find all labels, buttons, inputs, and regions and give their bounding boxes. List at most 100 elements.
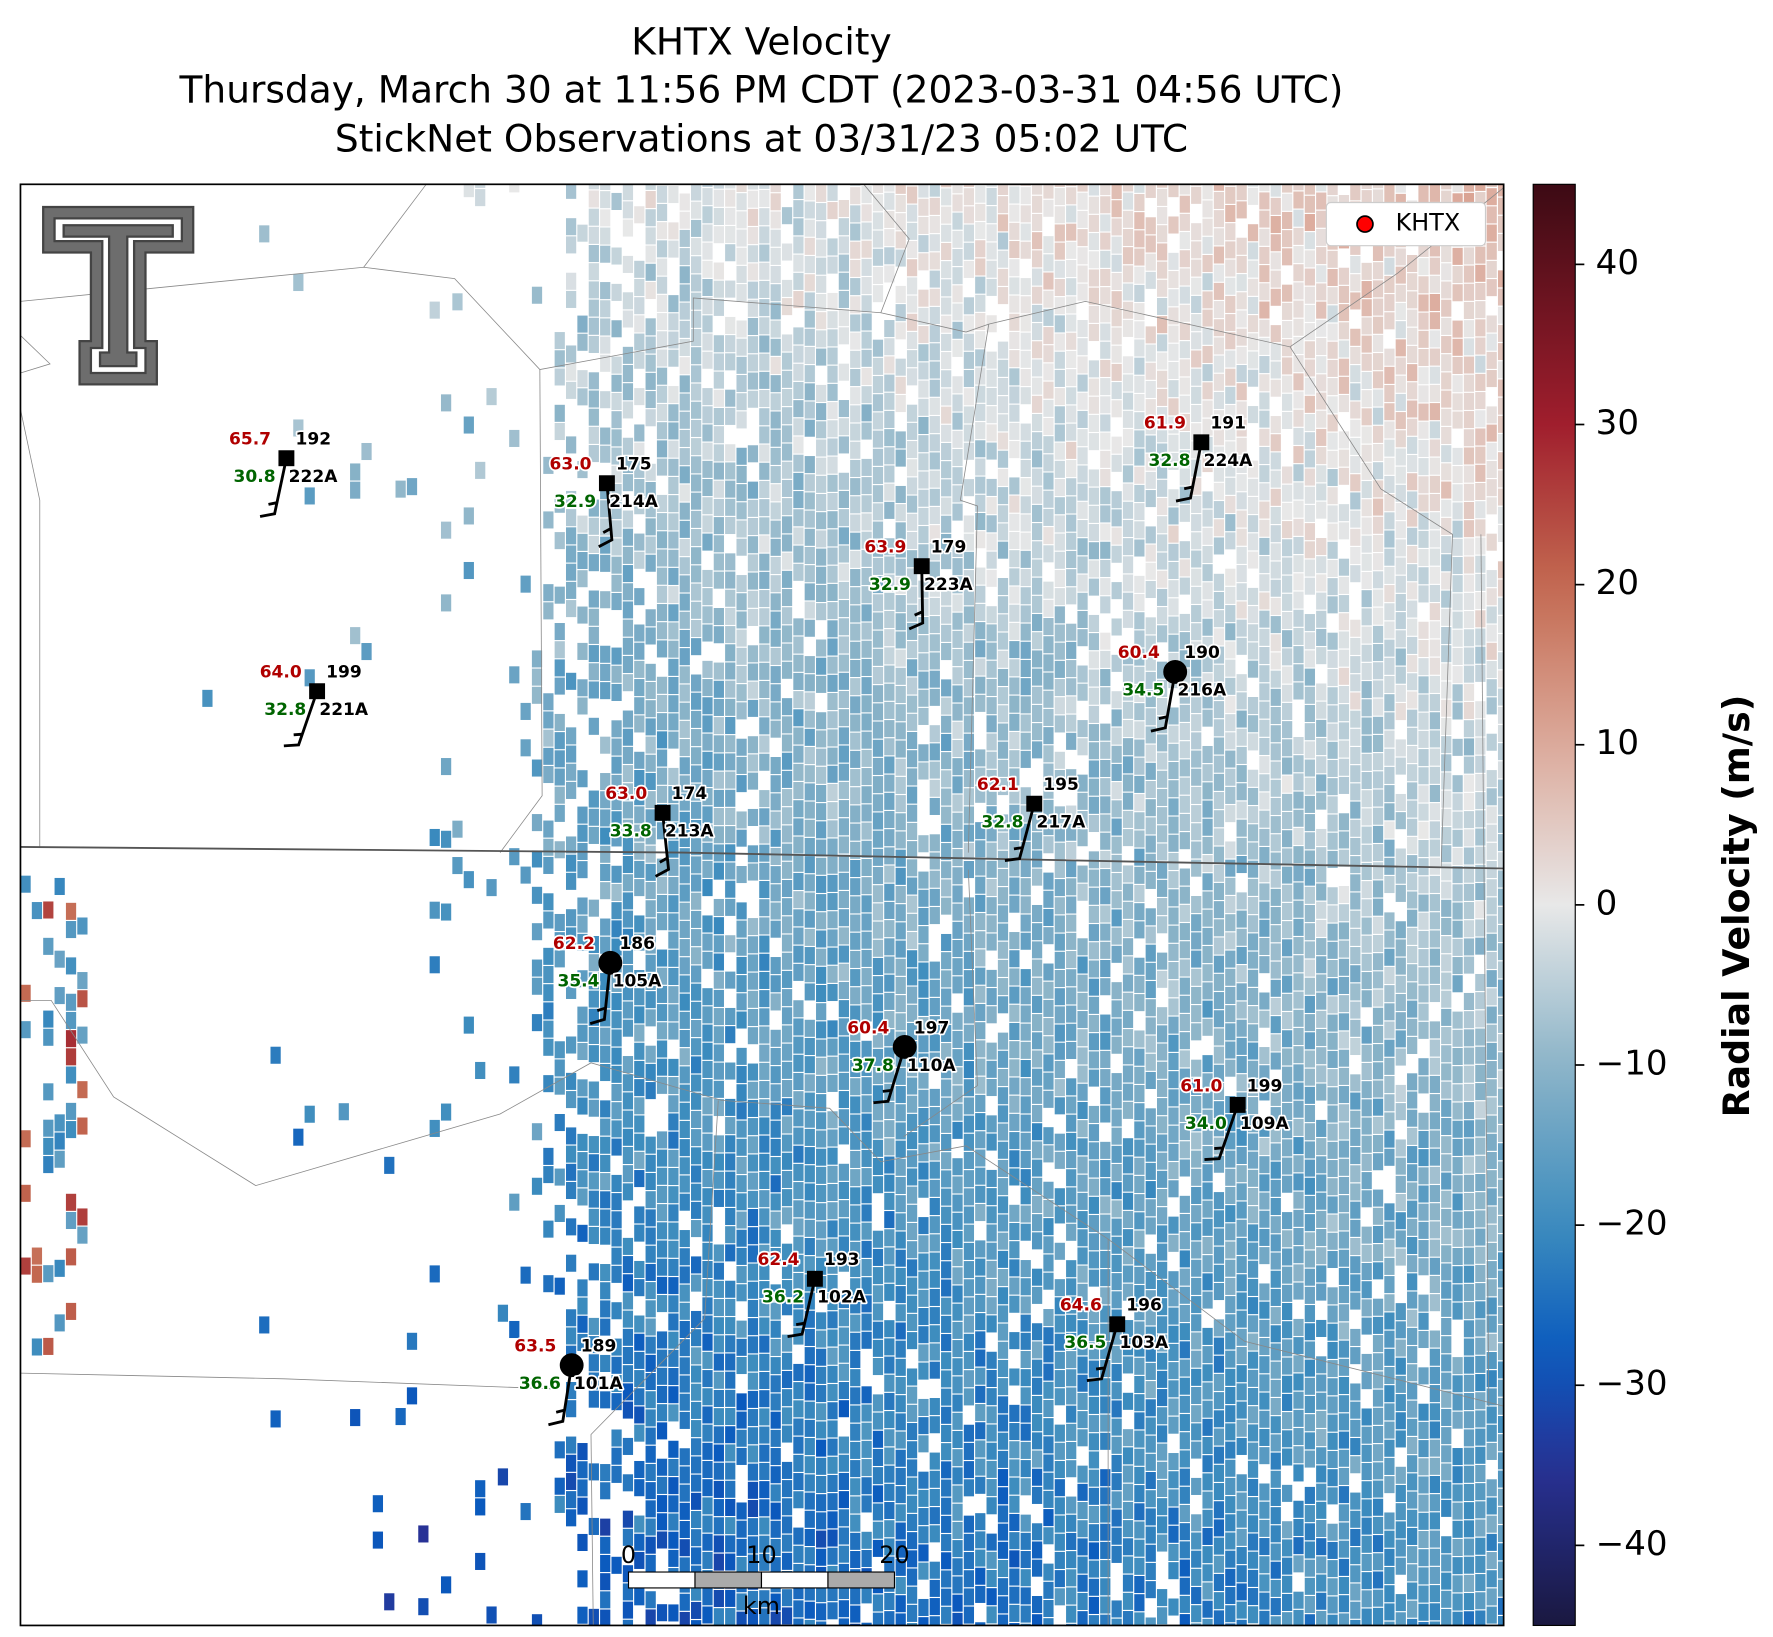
radar-gate <box>1111 982 1122 1000</box>
radar-gate <box>781 1152 793 1170</box>
radar-gate <box>895 631 906 649</box>
radar-gate <box>1168 184 1179 198</box>
radar-gate <box>759 1244 770 1262</box>
radar-gate <box>600 682 611 700</box>
radar-gate <box>1077 1502 1088 1520</box>
radar-gate <box>1156 184 1168 188</box>
radar-gate <box>713 1499 724 1517</box>
radar-gate <box>656 876 668 894</box>
radar-gate <box>1122 1283 1134 1301</box>
radar-gate <box>600 1027 611 1045</box>
radar-gate <box>668 458 679 476</box>
radar-gate <box>634 806 645 824</box>
radar-gate <box>838 600 849 618</box>
radar-gate <box>1054 188 1065 206</box>
radar-gate <box>963 606 975 624</box>
radar-gate <box>1111 454 1122 472</box>
radar-gate <box>1134 1485 1145 1503</box>
radar-gate <box>1100 414 1111 432</box>
radar-gate <box>1270 652 1281 670</box>
radar-gate <box>725 771 736 789</box>
radar-gate <box>1088 924 1100 942</box>
radar-gate <box>1191 259 1202 277</box>
radar-gate <box>952 758 963 776</box>
radar-gate <box>1202 1582 1213 1600</box>
radar-gate <box>725 571 736 589</box>
radar-gate <box>906 713 918 731</box>
radar-gate <box>634 1060 645 1078</box>
radar-gate <box>861 604 872 622</box>
radar-gate <box>1247 1478 1259 1496</box>
radar-gate <box>645 391 656 409</box>
radar-gate <box>963 970 975 988</box>
radar-gate <box>645 991 656 1009</box>
radar-gate <box>1213 482 1225 500</box>
radar-gate <box>1259 810 1270 828</box>
radar-gate <box>1031 832 1043 850</box>
radar-gate <box>713 1153 724 1171</box>
radar-gate <box>1122 883 1134 901</box>
radar-gate <box>1202 1236 1213 1255</box>
radar-gate <box>656 185 668 203</box>
radar-gate <box>816 475 827 493</box>
radar-gate <box>906 1077 918 1095</box>
radar-gate <box>1191 1623 1202 1626</box>
radar-gate <box>952 194 963 212</box>
radar-gate <box>850 950 861 968</box>
radar-gate <box>895 758 906 776</box>
radar-gate <box>645 463 656 481</box>
radar-gate <box>941 1224 952 1242</box>
radar-gate <box>1236 401 1247 419</box>
radar-gate <box>747 517 759 536</box>
radar-gate <box>1088 869 1100 887</box>
radar-gate <box>884 1156 895 1174</box>
radar-gate <box>1247 733 1259 751</box>
radar-gate <box>1100 1087 1111 1105</box>
radar-gate <box>759 444 770 462</box>
radar-gate <box>1134 466 1145 484</box>
radar-gate <box>1259 756 1270 774</box>
radar-gate <box>1168 816 1179 834</box>
radar-gate <box>1054 1479 1065 1497</box>
radar-gate <box>1236 437 1247 455</box>
radar-gate <box>861 186 872 204</box>
radar-gate <box>611 738 622 756</box>
radar-gate <box>600 1118 611 1136</box>
radar-gate <box>509 848 520 866</box>
radar-gate <box>691 401 702 419</box>
radar-gate <box>975 458 986 476</box>
radar-gate <box>804 728 815 746</box>
radar-gate <box>941 552 952 570</box>
radar-gate <box>634 1315 645 1333</box>
radar-gate <box>554 750 565 768</box>
radar-gate <box>554 422 565 441</box>
radar-gate <box>384 1156 395 1174</box>
radar-gate <box>816 1148 827 1166</box>
radar-gate <box>634 297 645 315</box>
radar-gate <box>1156 370 1168 388</box>
radar-gate <box>1043 1181 1054 1199</box>
radar-gate <box>986 1369 997 1387</box>
radar-gate <box>1225 532 1236 550</box>
radar-gate <box>1009 1532 1020 1550</box>
radar-gate <box>1282 1157 1293 1175</box>
radar-gate <box>827 256 838 274</box>
radar-gate <box>588 1263 599 1281</box>
radar-gate <box>1293 864 1304 882</box>
radar-gate <box>838 527 849 545</box>
radar-gate <box>1088 469 1100 487</box>
radar-gate <box>1168 1525 1179 1543</box>
radar-gate <box>1304 995 1315 1013</box>
radar-gate <box>759 608 770 626</box>
radar-gate <box>611 774 622 792</box>
radar-gate <box>747 1063 759 1081</box>
radar-gate <box>759 1499 770 1517</box>
radar-gate <box>963 224 975 242</box>
radar-gate <box>906 1441 918 1459</box>
radar-gate <box>645 827 656 845</box>
radar-gate <box>1270 1125 1281 1143</box>
radar-gate <box>770 484 781 502</box>
radar-gate <box>975 385 986 403</box>
radar-gate <box>1293 482 1304 500</box>
radar-gate <box>1304 959 1315 977</box>
